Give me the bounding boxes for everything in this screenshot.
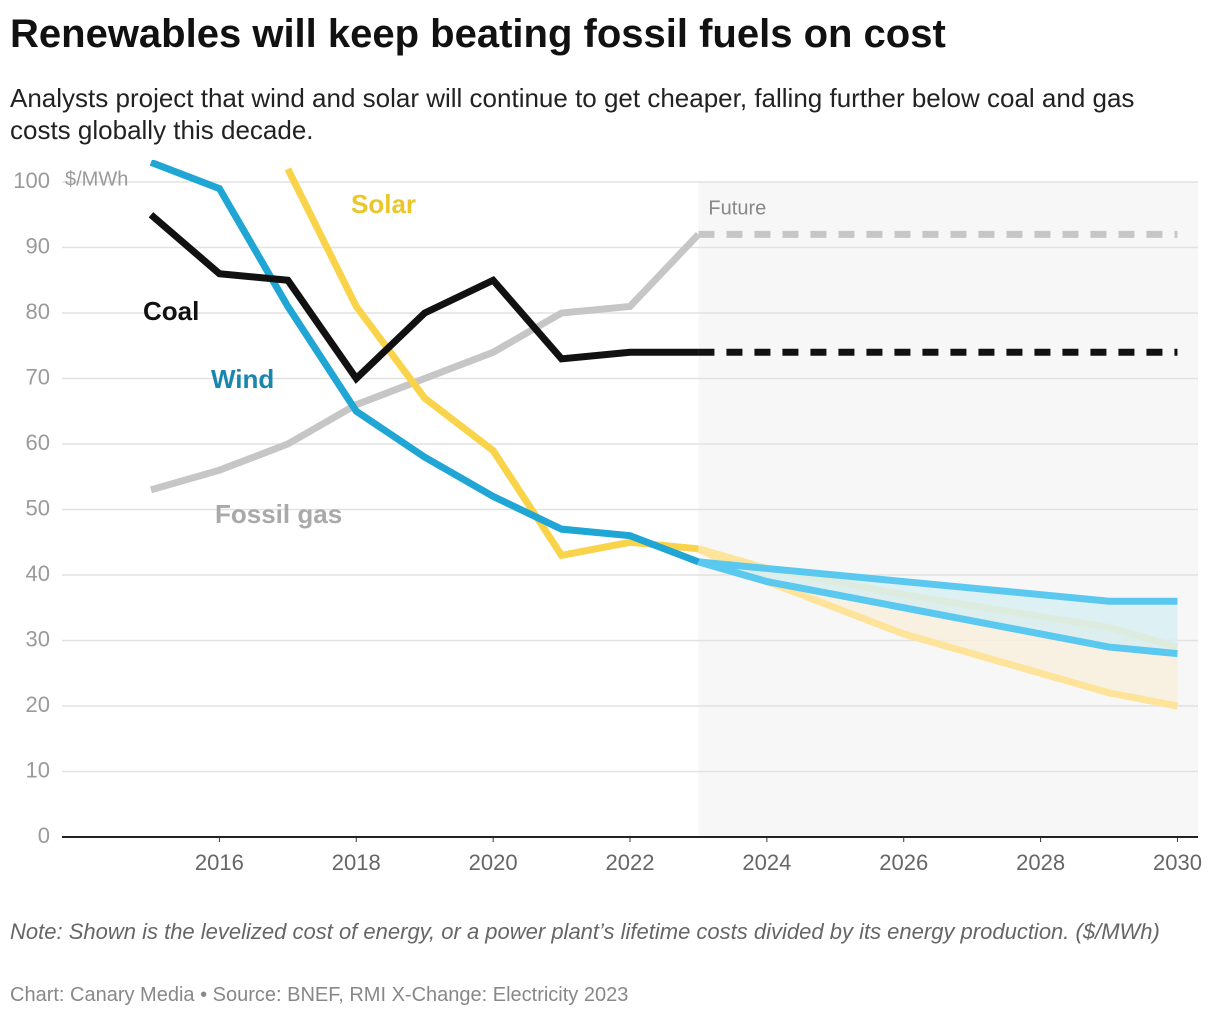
range-high-line bbox=[698, 558, 1178, 605]
x-tick-label: 2016 bbox=[195, 850, 244, 875]
chart-subtitle: Analysts project that wind and solar wil… bbox=[10, 83, 1135, 145]
x-tick-label: 2022 bbox=[606, 850, 655, 875]
series-line bbox=[149, 160, 700, 566]
series-line bbox=[149, 231, 701, 494]
y-tick-label: 90 bbox=[26, 233, 50, 258]
range-fill bbox=[698, 561, 1178, 654]
source: Chart: Canary Media • Source: BNEF, RMI … bbox=[10, 984, 629, 1006]
y-tick-label: 10 bbox=[26, 757, 50, 782]
y-tick-label: 30 bbox=[26, 626, 50, 651]
series-label: Wind bbox=[211, 364, 274, 394]
x-tick-label: 2024 bbox=[742, 850, 791, 875]
y-tick-label: 40 bbox=[26, 561, 50, 586]
x-tick-label: 2030 bbox=[1153, 850, 1202, 875]
y-tick-label: 20 bbox=[26, 692, 50, 717]
series-label: Solar bbox=[351, 189, 416, 219]
x-tick-label: 2026 bbox=[879, 850, 928, 875]
y-tick-label: 70 bbox=[26, 364, 50, 389]
x-tick-label: 2018 bbox=[332, 850, 381, 875]
y-unit: $/MWh bbox=[65, 168, 128, 190]
chart-title: Renewables will keep beating fossil fuel… bbox=[10, 12, 946, 56]
y-tick-label: 80 bbox=[26, 299, 50, 324]
note: Note: Shown is the levelized cost of ene… bbox=[10, 919, 1160, 944]
y-tick-label: 100 bbox=[13, 168, 50, 193]
series-label: Fossil gas bbox=[215, 499, 342, 529]
x-tick-label: 2028 bbox=[1016, 850, 1065, 875]
range-low-line bbox=[697, 558, 1178, 658]
plot bbox=[148, 160, 1179, 710]
future-label: Future bbox=[708, 197, 766, 219]
y-tick-label: 0 bbox=[38, 823, 50, 848]
series-line bbox=[148, 212, 699, 384]
x-tick-label: 2020 bbox=[469, 850, 518, 875]
y-tick-label: 50 bbox=[26, 495, 50, 520]
y-tick-label: 60 bbox=[26, 430, 50, 455]
series-label: Coal bbox=[143, 296, 199, 326]
series-line bbox=[284, 167, 699, 560]
